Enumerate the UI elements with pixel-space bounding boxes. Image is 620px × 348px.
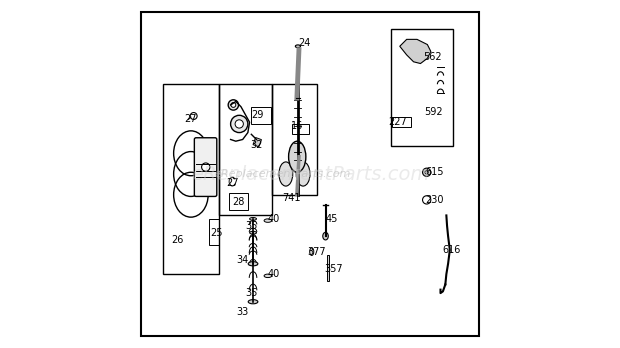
Text: 16: 16 [291, 121, 303, 130]
Text: 592: 592 [424, 107, 443, 117]
Circle shape [423, 168, 431, 176]
Polygon shape [400, 39, 431, 64]
Bar [251, 107, 272, 124]
Ellipse shape [250, 231, 257, 234]
FancyBboxPatch shape [194, 138, 217, 196]
Circle shape [202, 163, 210, 171]
Text: 26: 26 [171, 235, 184, 245]
Text: 29: 29 [251, 110, 264, 120]
Bar [291, 124, 309, 134]
Ellipse shape [248, 300, 258, 304]
Text: eReplacementParts.com: eReplacementParts.com [214, 169, 350, 179]
Text: 377: 377 [307, 247, 326, 257]
Ellipse shape [250, 218, 257, 220]
Text: 227: 227 [389, 117, 407, 127]
Text: 25: 25 [210, 228, 223, 238]
Ellipse shape [323, 232, 329, 240]
Circle shape [231, 103, 236, 108]
Ellipse shape [295, 45, 301, 48]
Text: 32: 32 [250, 140, 263, 150]
Text: 741: 741 [281, 193, 300, 203]
Ellipse shape [264, 219, 272, 222]
Circle shape [228, 100, 239, 110]
Bar [391, 29, 453, 147]
Text: eReplacementParts.com: eReplacementParts.com [191, 165, 429, 183]
Ellipse shape [309, 248, 314, 255]
Ellipse shape [248, 262, 258, 266]
Ellipse shape [288, 141, 306, 172]
Text: 40: 40 [268, 214, 280, 224]
Text: 562: 562 [423, 52, 442, 62]
Bar [272, 84, 317, 195]
Ellipse shape [279, 162, 293, 186]
Text: 27: 27 [185, 114, 197, 124]
Bar [163, 84, 219, 274]
Ellipse shape [296, 162, 310, 186]
Bar [219, 84, 272, 215]
Text: 24: 24 [299, 38, 311, 48]
Bar [229, 193, 248, 210]
Bar [209, 219, 219, 245]
Bar [327, 255, 329, 281]
Text: 28: 28 [232, 197, 245, 207]
Text: 615: 615 [426, 167, 444, 177]
Text: 45: 45 [326, 214, 338, 224]
Text: 35: 35 [245, 288, 257, 298]
Text: 34: 34 [237, 255, 249, 265]
Text: 33: 33 [237, 307, 249, 317]
Text: 27: 27 [226, 178, 239, 188]
Circle shape [425, 171, 428, 174]
Bar [392, 117, 411, 127]
Ellipse shape [264, 274, 272, 278]
Text: 357: 357 [324, 264, 343, 274]
Text: 40: 40 [268, 269, 280, 279]
Circle shape [235, 120, 244, 128]
Text: 230: 230 [426, 195, 444, 205]
Text: 35: 35 [245, 221, 257, 231]
Text: 616: 616 [442, 245, 461, 255]
Circle shape [231, 115, 248, 133]
Bar [253, 137, 262, 147]
